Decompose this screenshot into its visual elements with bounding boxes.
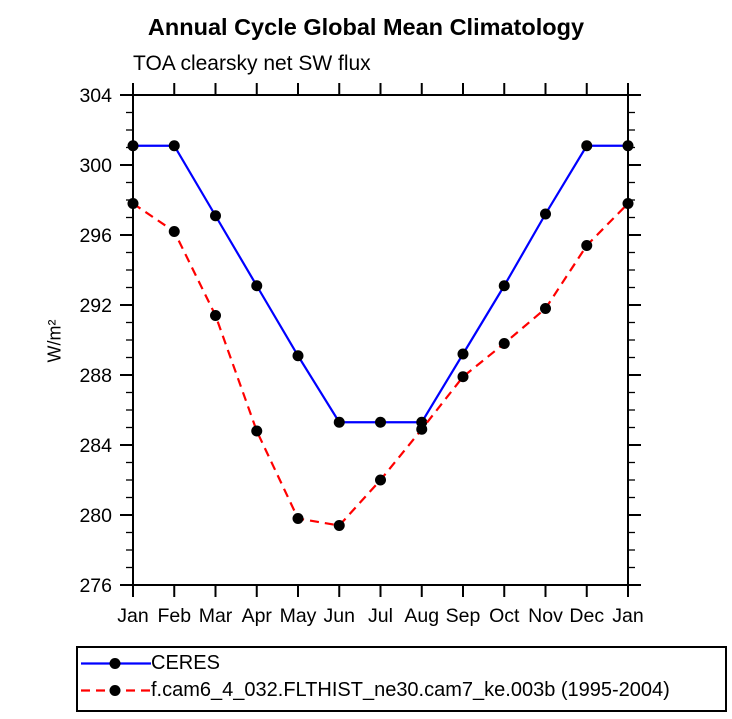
y-tick-label: 288 [79,365,112,387]
y-tick-label: 292 [79,295,112,317]
data-point-marker [127,198,139,209]
data-point-marker [375,416,386,428]
data-point-marker [540,208,551,220]
x-tick-label: Feb [157,605,191,627]
data-point-marker [168,226,180,237]
data-point-marker [540,303,551,314]
data-point-marker [251,425,263,437]
data-point-marker [581,240,593,251]
data-point-marker [375,474,386,486]
legend-swatch-ceres [81,658,151,669]
data-point-marker [333,520,345,531]
y-tick-label: 304 [79,85,112,107]
legend-item-model: f.cam6_4_032.FLTHIST_ne30.cam7_ke.003b (… [78,677,725,704]
chart-subtitle: TOA clearsky net SW flux [133,52,371,75]
data-point-marker [292,350,304,362]
x-tick-label: May [280,605,317,627]
x-tick-label: Aug [404,605,439,627]
data-point-marker [457,371,469,383]
data-point-marker [168,140,180,152]
x-tick-label: Dec [569,605,604,627]
y-tick-label: 296 [79,225,112,247]
data-point-marker [127,140,139,152]
y-tick-label: 300 [79,155,112,177]
x-tick-label: Jan [117,605,148,627]
data-point-marker [498,280,510,292]
data-point-marker [210,310,221,321]
axes-group: 276 280 284 288 292 296 300 304 Jan Feb Mar Apr May J… [79,83,644,627]
plot-svg: 276 280 284 288 292 296 300 304 Jan Feb Mar Apr May J… [79,83,644,627]
x-tick-label: Jan [612,605,643,627]
data-point-marker [292,513,304,524]
x-tick-label: Apr [242,605,273,627]
legend-label-model: f.cam6_4_032.FLTHIST_ne30.cam7_ke.003b (… [151,679,670,701]
data-point-marker [622,140,634,152]
data-point-marker [498,338,510,349]
data-point-marker [581,140,593,152]
y-tick-label: 276 [79,575,112,597]
x-tick-label: Sep [446,605,481,627]
x-tick-label: Mar [199,605,233,627]
y-tick-label: 280 [79,505,112,527]
x-tick-label: Oct [489,605,520,627]
legend-label-ceres: CERES [151,652,220,674]
data-point-marker [416,423,428,435]
chart-title: Annual Cycle Global Mean Climatology [147,14,585,40]
legend-item-ceres: CERES [78,650,725,677]
x-tick-label: Jun [324,605,355,627]
data-point-marker [210,210,221,222]
data-point-marker [333,416,345,428]
data-point-marker [457,348,469,360]
data-point-marker [251,280,263,292]
x-tick-label: Jul [368,605,393,627]
data-point-marker [622,198,634,209]
series-model [127,198,634,531]
series-ceres [127,140,634,428]
legend-box: CERES f.cam6_4_032.FLTHIST_ne30.cam7_ke.… [76,646,727,712]
x-tick-label: Nov [528,605,563,627]
legend-swatch-model [81,685,151,696]
y-tick-label: 284 [79,435,112,457]
